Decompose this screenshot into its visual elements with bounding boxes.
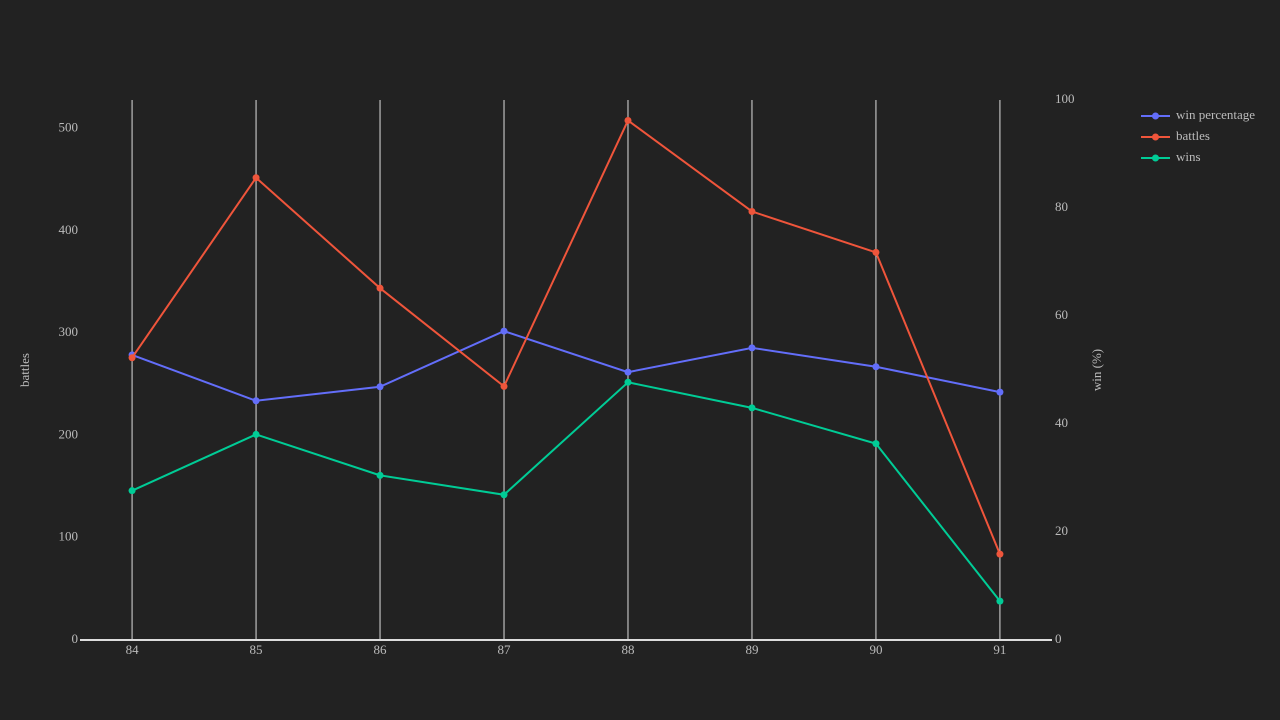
x-tick-label: 89 <box>745 642 758 657</box>
x-tick-label: 86 <box>374 642 388 657</box>
y2-tick-label: 60 <box>1055 307 1068 322</box>
data-point <box>376 383 384 391</box>
data-point <box>252 174 260 182</box>
y-tick-label: 300 <box>59 324 79 339</box>
data-point <box>872 363 880 371</box>
series-line <box>131 118 1001 555</box>
data-point <box>996 597 1004 605</box>
x-tick-label: 84 <box>126 642 140 657</box>
series-line <box>131 330 1001 402</box>
data-point <box>128 354 136 362</box>
y-axis-title: battles <box>17 353 32 387</box>
legend-marker <box>1152 112 1159 120</box>
data-point <box>500 491 508 499</box>
y2-axis-title: win (%) <box>1089 349 1104 391</box>
data-point <box>748 344 756 352</box>
data-point <box>128 487 136 495</box>
data-point <box>376 284 384 292</box>
y-tick-label: 100 <box>59 529 79 544</box>
data-point <box>252 397 260 405</box>
data-point <box>624 378 632 386</box>
y2-tick-label: 20 <box>1055 523 1068 538</box>
y2-tick-label: 80 <box>1055 199 1068 214</box>
x-tick-label: 90 <box>869 642 882 657</box>
y-tick-label: 200 <box>59 426 79 441</box>
legend-label: wins <box>1176 149 1201 164</box>
data-point <box>996 388 1004 396</box>
y-tick-label: 500 <box>59 120 79 135</box>
y2-tick-label: 0 <box>1055 631 1062 646</box>
legend-marker <box>1152 133 1159 141</box>
y-tick-label: 0 <box>72 631 79 646</box>
data-point <box>996 550 1004 558</box>
data-point <box>376 471 384 479</box>
data-point <box>748 207 756 215</box>
data-point <box>872 440 880 448</box>
data-point <box>748 404 756 412</box>
data-point <box>872 248 880 256</box>
y2-tick-label: 40 <box>1055 415 1068 430</box>
legend-label: win percentage <box>1176 107 1255 122</box>
data-point <box>500 382 508 390</box>
data-point <box>500 327 508 335</box>
series-line <box>131 381 1001 602</box>
y-tick-label: 400 <box>59 222 79 237</box>
legend-marker <box>1152 154 1159 162</box>
data-point <box>624 368 632 376</box>
data-point <box>252 430 260 438</box>
legend-label: battles <box>1176 128 1210 143</box>
y2-tick-label: 100 <box>1055 91 1075 106</box>
x-tick-label: 88 <box>621 642 634 657</box>
x-tick-label: 85 <box>250 642 263 657</box>
data-point <box>624 116 632 124</box>
x-tick-label: 87 <box>498 642 512 657</box>
x-tick-label: 91 <box>993 642 1006 657</box>
